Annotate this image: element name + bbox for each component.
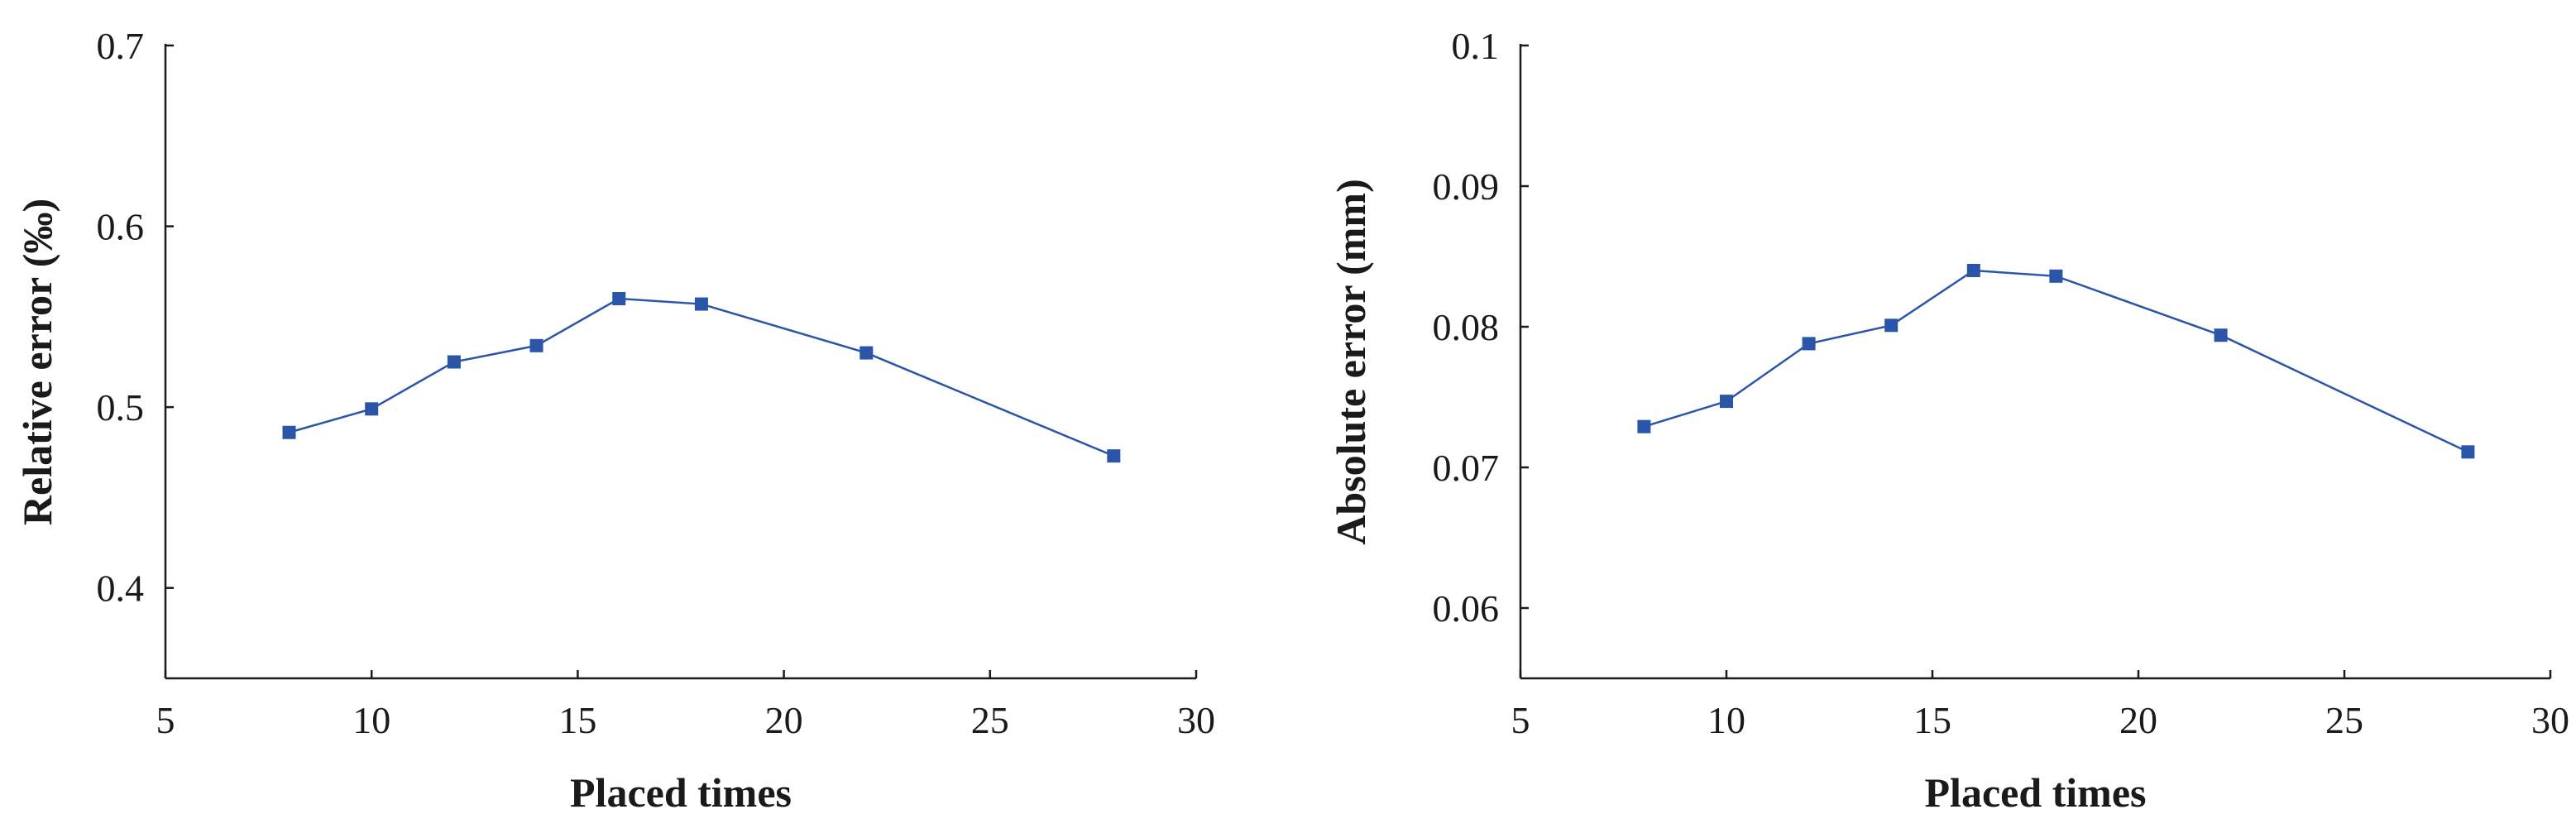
x-tick-label: 20 xyxy=(2119,699,2157,741)
x-tick-label: 10 xyxy=(1707,699,1745,741)
x-tick-label: 30 xyxy=(1177,699,1215,741)
data-point-marker xyxy=(2461,445,2475,459)
y-tick-label: 0.1 xyxy=(1452,25,1500,67)
x-tick-label: 15 xyxy=(558,699,596,741)
data-point-marker xyxy=(1637,419,1651,433)
absolute-error-chart: 5 10 15 20 25 30 0.06 0.07 0.08 0.09 0.1 Placed tim… xyxy=(1328,25,2569,816)
y-tick-label: 0.06 xyxy=(1433,587,1500,630)
y-axis-title: Relative error (‰) xyxy=(14,199,60,525)
data-point-marker xyxy=(1966,264,1980,277)
series-line xyxy=(289,297,1114,457)
x-tick-label: 5 xyxy=(156,699,175,741)
y-axis-title: Absolute error (mm) xyxy=(1328,179,1374,544)
x-tick-label: 25 xyxy=(971,699,1009,741)
x-tick-label: 5 xyxy=(1511,699,1530,741)
x-tick-label: 20 xyxy=(765,699,803,741)
y-tick-label: 0.5 xyxy=(97,386,145,429)
data-point-marker xyxy=(365,402,379,416)
data-point-marker xyxy=(447,355,461,369)
data-point-marker xyxy=(529,338,543,352)
data-point-marker xyxy=(1720,395,1733,409)
data-point-marker xyxy=(2049,269,2063,283)
y-tick-label: 0.09 xyxy=(1433,165,1500,208)
x-axis-title: Placed times xyxy=(1925,769,2147,816)
x-tick-label: 25 xyxy=(2325,699,2363,741)
x-tick-label: 30 xyxy=(2531,699,2569,741)
y-tick-label: 0.6 xyxy=(97,206,145,248)
data-point-marker xyxy=(1107,449,1121,463)
data-point-marker xyxy=(859,346,874,360)
relative-error-chart: 5 10 15 20 25 30 0.4 0.5 0.6 0.7 Placed times Relat… xyxy=(14,25,1215,816)
x-axis-title: Placed times xyxy=(570,769,792,816)
data-point-marker xyxy=(694,297,708,311)
data-point-marker xyxy=(282,425,296,439)
series-line xyxy=(1644,269,2468,453)
data-point-marker xyxy=(1802,337,1816,351)
x-tick-label: 10 xyxy=(352,699,390,741)
x-tick-label: 15 xyxy=(1913,699,1951,741)
data-point-marker xyxy=(612,292,626,305)
y-tick-label: 0.07 xyxy=(1433,447,1500,489)
data-point-marker xyxy=(1884,318,1898,333)
y-tick-label: 0.7 xyxy=(97,25,145,67)
data-point-marker xyxy=(2214,328,2228,342)
y-tick-label: 0.08 xyxy=(1433,306,1500,348)
y-tick-label: 0.4 xyxy=(97,567,145,610)
